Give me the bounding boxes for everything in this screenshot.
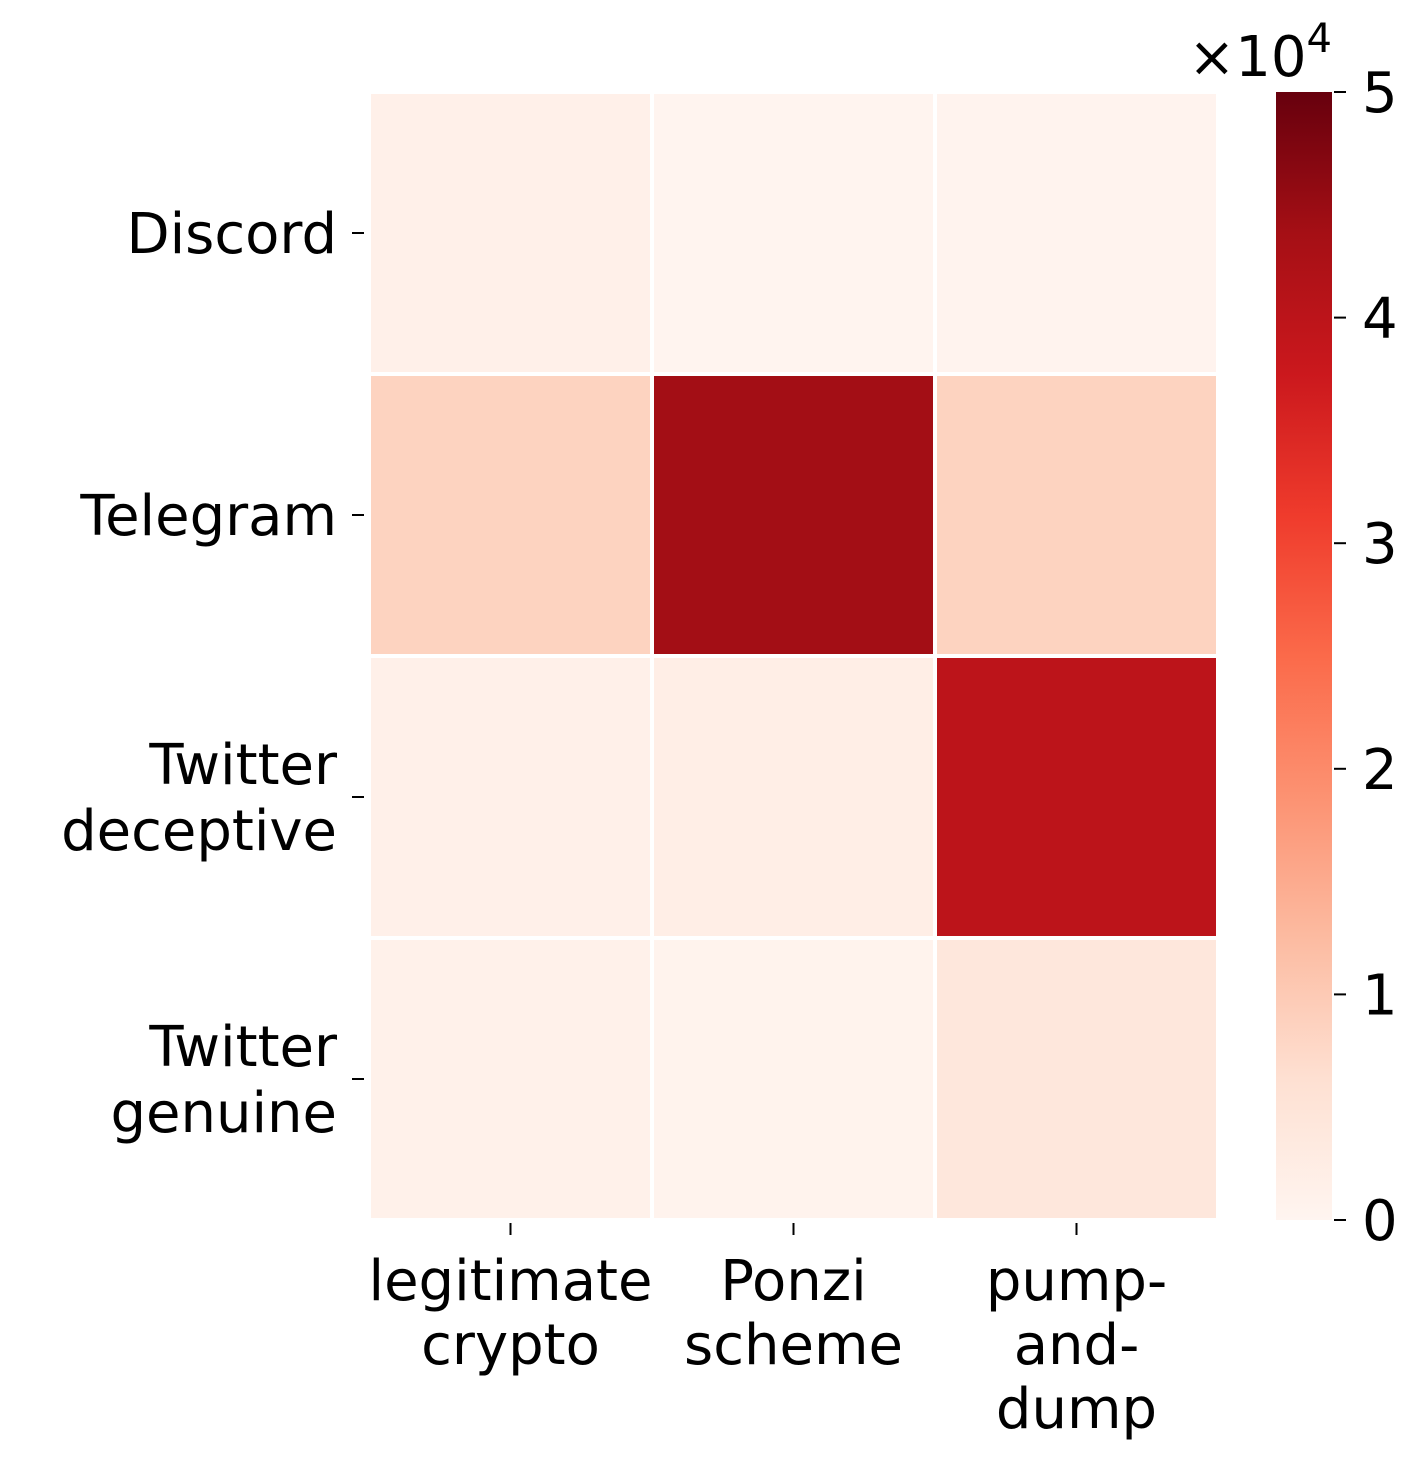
- heatmap-cell: [933, 372, 1220, 658]
- heatmap-cells: [367, 90, 1220, 1222]
- heatmap-cell: [367, 654, 654, 940]
- colorbar-tick-label: 1: [1362, 963, 1398, 1028]
- heatmap-cell: [650, 936, 937, 1222]
- colorbar-tick-label: 5: [1362, 61, 1398, 126]
- heatmap-cell: [367, 936, 654, 1222]
- x-tick-label: Ponzi scheme: [684, 1249, 903, 1378]
- heatmap-cell: [933, 936, 1220, 1222]
- y-tick-label: Twitter deceptive: [61, 733, 338, 864]
- colorbar-tick-label: 3: [1362, 512, 1398, 577]
- y-axis: Discord Telegram Twitter deceptive Twitter ge…: [61, 202, 364, 1146]
- colorbar-gradient: [1276, 92, 1332, 1220]
- y-tick-label: Discord: [127, 202, 338, 267]
- heatmap-cell: [933, 90, 1220, 376]
- colorbar: ×104 0 1 2 3 4 5: [1188, 16, 1397, 1254]
- heatmap-cell: [367, 372, 654, 658]
- colorbar-tick-label: 2: [1362, 738, 1398, 803]
- colorbar-tick-label: 4: [1362, 287, 1398, 352]
- heatmap-cell: [933, 654, 1220, 940]
- x-tick-label: pump-and-dump: [986, 1249, 1167, 1442]
- y-tick-label: Telegram: [79, 484, 337, 549]
- colorbar-tick-label: 0: [1362, 1189, 1398, 1254]
- heatmap-cell: [367, 90, 654, 376]
- y-tick-label: Twitter genuine: [111, 1015, 338, 1146]
- x-tick-label: legitimate crypto: [369, 1249, 653, 1378]
- heatmap-cell: [650, 372, 937, 658]
- colorbar-multiplier: ×104: [1188, 16, 1332, 90]
- heatmap-cell: [650, 90, 937, 376]
- heatmap-cell: [650, 654, 937, 940]
